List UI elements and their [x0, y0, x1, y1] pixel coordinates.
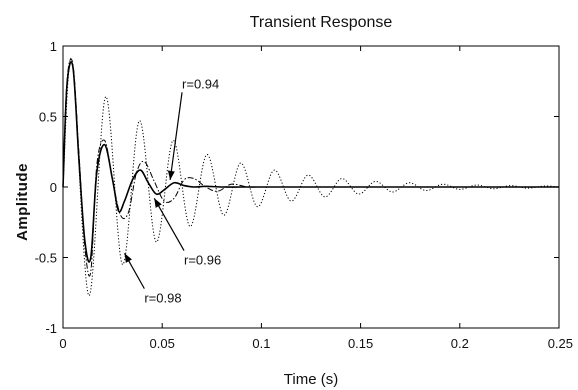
annotation-label: r=0.98 — [144, 291, 181, 306]
y-tick-label: 0 — [50, 180, 57, 195]
y-axis-label: Amplitude — [14, 163, 31, 241]
series-line-dash-dot — [62, 58, 560, 277]
x-tick-label: 0.05 — [150, 336, 175, 351]
series-line-dotted — [62, 57, 560, 297]
annotation-arrow — [169, 92, 183, 181]
x-tick-label: 0 — [59, 336, 66, 351]
annotation-arrow — [153, 197, 185, 251]
x-tick-label: 0.15 — [348, 336, 373, 351]
x-tick-label: 0.25 — [548, 336, 573, 351]
x-axis: 0 0.05 0.1 0.15 0.2 0.25 — [59, 46, 573, 351]
y-axis: -1 -0.5 0 0.5 1 — [35, 39, 559, 336]
y-tick-label: 1 — [50, 39, 57, 54]
chart-title: Transient Response — [250, 14, 393, 31]
x-tick-label: 0.1 — [252, 336, 270, 351]
y-tick-label: 0.5 — [39, 110, 57, 125]
annotation-arrowhead — [124, 253, 132, 263]
series-layer — [62, 57, 560, 297]
annotation-arrowhead — [167, 170, 175, 180]
plot-area: r=0.94 r=0.96 r=0.98 0 0.05 0.1 0.15 0.2 0.25 -… — [35, 39, 573, 351]
series-line-solid — [62, 61, 560, 263]
annotation-layer: r=0.94 r=0.96 r=0.98 — [123, 76, 221, 306]
x-axis-label: Time (s) — [284, 371, 338, 388]
x-tick-label: 0.2 — [451, 336, 469, 351]
y-tick-label: -1 — [45, 321, 57, 336]
annotation-label: r=0.94 — [182, 76, 219, 91]
annotation-arrowhead — [154, 198, 162, 208]
y-tick-label: -0.5 — [35, 251, 57, 266]
annotation-label: r=0.96 — [184, 253, 221, 268]
